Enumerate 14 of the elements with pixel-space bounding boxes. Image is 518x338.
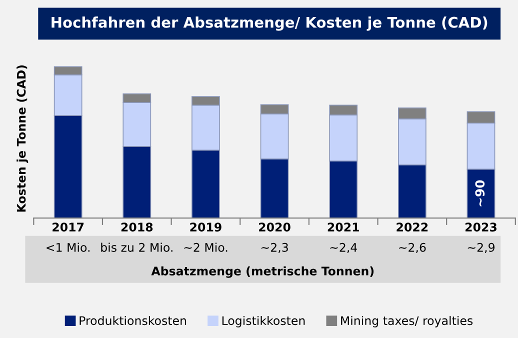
x-axis-title: Absatzmenge (metrische Tonnen) bbox=[151, 266, 374, 278]
x-tick-label: 2018 bis zu 2 Mio. bbox=[101, 222, 172, 252]
chart-title: Hochfahren der Absatzmenge/ Kosten je Tonne (CAD) bbox=[52, 16, 488, 31]
legend-label: Produktionskosten bbox=[80, 316, 186, 326]
x-tick-label: 2017 <1 Mio. bbox=[46, 222, 90, 252]
x-tick-label: 2020 ~2,3 bbox=[259, 222, 290, 254]
legend-label: Mining taxes/ royalties bbox=[341, 316, 473, 328]
y-axis-title: Kosten je Tonne (CAD) bbox=[16, 65, 28, 212]
data-label: ~90 bbox=[475, 180, 485, 206]
x-tick-label: 2023 ~2,9 bbox=[466, 222, 496, 254]
x-tick-label: 2021 ~2,4 bbox=[328, 222, 359, 254]
x-tick-label: 2019 ~2 Mio. bbox=[184, 222, 228, 252]
legend-label: Logistikkosten bbox=[222, 316, 305, 328]
x-tick-label: 2022 ~2,6 bbox=[396, 222, 428, 254]
